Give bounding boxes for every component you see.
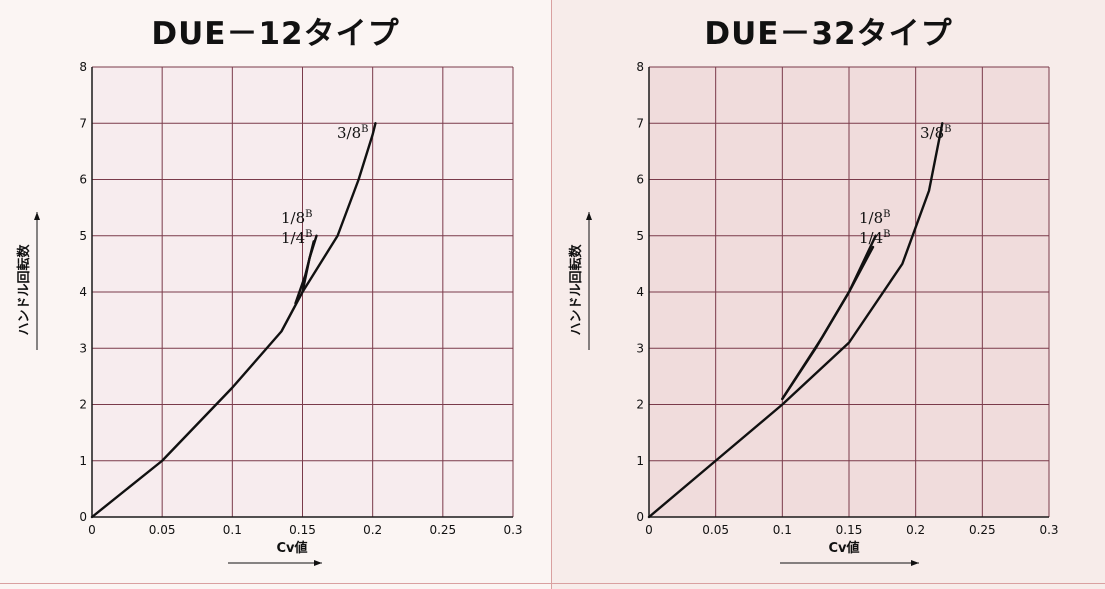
y-tick-label: 6 bbox=[79, 173, 87, 187]
x-axis-arrow-head bbox=[911, 560, 919, 566]
y-tick-label: 7 bbox=[636, 116, 644, 130]
chart-panel-due12: DUE－12タイプ 0 0.05 0.1 0.15 0.2 0.25 0.3 0 1 2 3 4 5 6 7… bbox=[0, 0, 551, 589]
y-tick-label: 4 bbox=[79, 285, 87, 299]
y-axis-label: ハンドル回転数 bbox=[568, 244, 584, 336]
x-tick-label: 0.05 bbox=[149, 523, 176, 537]
panel-divider bbox=[551, 0, 552, 589]
series-line-3-8 bbox=[647, 122, 944, 519]
y-axis-label: ハンドル回転数 bbox=[16, 244, 32, 336]
series-label: 1/4B bbox=[281, 229, 313, 247]
y-tick-label: 5 bbox=[636, 229, 644, 243]
y-tick-label: 6 bbox=[636, 173, 644, 187]
x-tick-label: 0.1 bbox=[773, 523, 792, 537]
series-line-1-4 bbox=[294, 240, 315, 305]
y-axis-arrow-head bbox=[34, 212, 40, 220]
x-tick-label: 0.25 bbox=[429, 523, 456, 537]
y-tick-label: 8 bbox=[79, 60, 87, 74]
series-label: 1/8B bbox=[281, 209, 313, 227]
y-tick-label: 4 bbox=[636, 285, 644, 299]
x-tick-label: 0.3 bbox=[503, 523, 522, 537]
x-tick-label: 0.3 bbox=[1039, 523, 1058, 537]
y-tick-label: 3 bbox=[79, 341, 87, 355]
chart-due32: 0 0.05 0.1 0.15 0.2 0.25 0.3 0 1 2 3 4 5 6 7 8 Cv値 ハンドル回転… bbox=[568, 60, 1059, 566]
bottom-divider bbox=[0, 583, 1105, 584]
x-tick-label: 0.15 bbox=[289, 523, 316, 537]
x-axis-label: Cv値 bbox=[276, 540, 307, 556]
x-axis-label: Cv値 bbox=[828, 540, 859, 556]
x-axis-arrow-head bbox=[314, 560, 322, 566]
x-tick-label: 0.1 bbox=[223, 523, 242, 537]
chart-due12: 0 0.05 0.1 0.15 0.2 0.25 0.3 0 1 2 3 4 5 6 7 8 Cv値 ハンドル回転… bbox=[16, 60, 523, 566]
y-tick-label: 0 bbox=[79, 510, 87, 524]
x-tick-label: 0.15 bbox=[836, 523, 863, 537]
y-tick-label: 2 bbox=[79, 398, 87, 412]
y-tick-label: 7 bbox=[79, 116, 87, 130]
series-label: 1/8B bbox=[859, 209, 891, 227]
chart-title: DUE－12タイプ bbox=[151, 16, 400, 52]
series-line-1-4 bbox=[781, 245, 875, 401]
y-tick-label: 5 bbox=[79, 229, 87, 243]
chart-title: DUE－32タイプ bbox=[704, 16, 953, 52]
series-label: 3/8B bbox=[337, 124, 369, 142]
x-tick-label: 0 bbox=[88, 523, 96, 537]
y-axis-arrow-head bbox=[586, 212, 592, 220]
x-tick-label: 0 bbox=[645, 523, 653, 537]
chart-panel-due32: DUE－32タイプ 0 0.05 0.1 0.15 0.2 0.25 0.3 0 1 2 3 4 5 6 7… bbox=[552, 0, 1105, 589]
series-label: 3/8B bbox=[920, 124, 952, 142]
x-tick-label: 0.25 bbox=[969, 523, 996, 537]
y-tick-label: 0 bbox=[636, 510, 644, 524]
x-tick-label: 0.05 bbox=[702, 523, 729, 537]
y-tick-label: 1 bbox=[79, 454, 87, 468]
y-tick-label: 3 bbox=[636, 341, 644, 355]
y-tick-label: 2 bbox=[636, 398, 644, 412]
x-tick-label: 0.2 bbox=[363, 523, 382, 537]
x-tick-label: 0.2 bbox=[906, 523, 925, 537]
y-tick-label: 8 bbox=[636, 60, 644, 74]
y-tick-label: 1 bbox=[636, 454, 644, 468]
series-label: 1/4B bbox=[859, 229, 891, 247]
